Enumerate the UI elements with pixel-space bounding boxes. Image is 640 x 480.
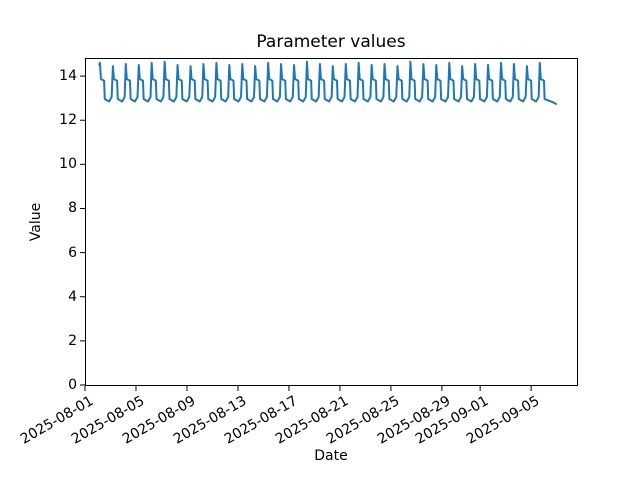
y-tick-label: 10	[59, 156, 77, 173]
y-tick-label: 8	[68, 200, 77, 217]
chart-title: Parameter values	[256, 32, 406, 52]
y-tick-label: 4	[68, 288, 77, 305]
series-line	[98, 60, 558, 106]
y-tick-label: 6	[68, 244, 77, 261]
y-tick-label: 12	[59, 112, 77, 129]
y-tick-label: 2	[68, 332, 77, 349]
x-axis-label: Date	[314, 448, 348, 464]
axes-spines	[85, 58, 578, 386]
y-axis-label: Value	[28, 202, 44, 242]
y-tick-label: 14	[59, 68, 77, 85]
y-tick-label: 0	[68, 377, 77, 393]
